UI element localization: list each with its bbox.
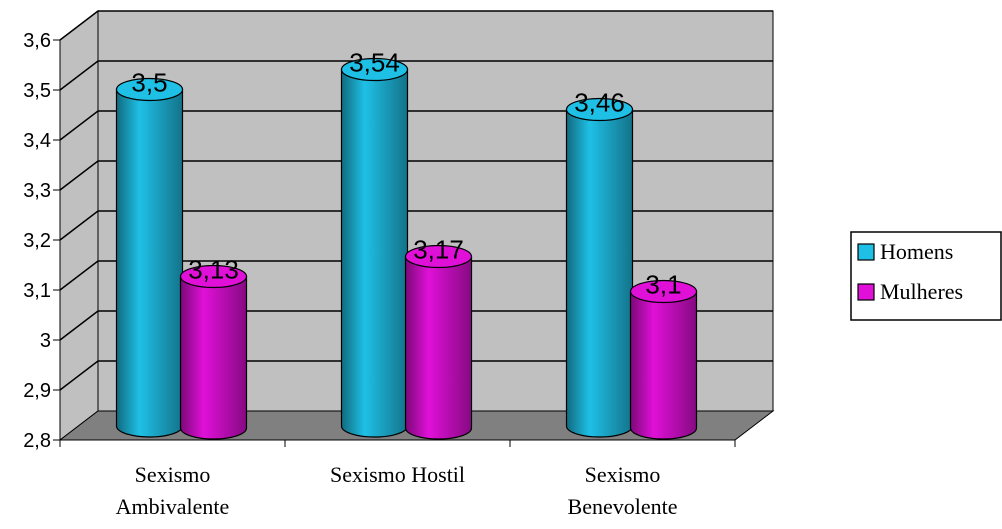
bar-homens-1 (115, 77, 184, 438)
bar-top (115, 77, 184, 102)
legend-swatch (857, 243, 875, 261)
data-labels: 3,5 3,54 3,46 3,13 3,17 3,1 (131, 48, 681, 300)
bar-homens-3 (565, 97, 634, 438)
bar-body (404, 255, 473, 440)
bar-mulheres-3 (629, 279, 698, 440)
gridline (59, 310, 773, 341)
data-label: 3,54 (349, 48, 400, 78)
gridline (59, 110, 773, 141)
bar-body (629, 290, 698, 440)
bar-top (179, 264, 248, 289)
y-tick-label: 3,1 (23, 280, 51, 302)
y-tick-label: 3,2 (23, 230, 51, 252)
bar-top (565, 97, 634, 122)
bar-body (565, 108, 634, 438)
x-tick-labels: Sexismo Ambivalente Sexismo Hostil Sexismo B… (116, 462, 678, 519)
legend: Homens Mulheres (850, 231, 1002, 321)
gridline (59, 60, 773, 91)
y-tick-label: 2,9 (23, 380, 51, 402)
bar-mulheres-2 (404, 244, 473, 440)
data-label: 3,1 (645, 270, 681, 300)
bar-top (340, 57, 409, 82)
gridline (59, 260, 773, 291)
gridline (59, 10, 773, 41)
legend-label: Homens (880, 239, 953, 264)
bar-mulheres-1 (179, 264, 248, 440)
gridline (59, 210, 773, 241)
legend-box (850, 231, 1002, 321)
bar-body (115, 88, 184, 438)
gridlines (59, 10, 773, 391)
y-tick-label: 3,5 (23, 80, 51, 102)
data-label: 3,13 (188, 255, 239, 285)
axes: 2,8 2,9 3 3,1 3,2 3,3 3,4 3,5 3,6 (23, 30, 736, 452)
data-label: 3,5 (131, 68, 167, 98)
bar-body (340, 68, 409, 438)
y-tick-label: 3 (40, 330, 51, 352)
legend-swatch (857, 283, 875, 301)
bar-body (179, 275, 248, 440)
x-tick-label: Sexismo Ambivalente (116, 462, 230, 519)
y-tick-label: 2,8 (23, 430, 51, 452)
y-tick-label: 3,6 (23, 30, 51, 52)
y-tick-label: 3,3 (23, 180, 51, 202)
data-label: 3,17 (413, 235, 464, 265)
bars (115, 57, 698, 440)
bar-homens-2 (340, 57, 409, 438)
gridline (59, 360, 773, 391)
gridline (59, 160, 773, 191)
y-tick-label: 3,4 (23, 130, 51, 152)
x-tick-label: Sexismo Benevolente (568, 462, 678, 519)
bar-top (629, 279, 698, 304)
x-tick-label: Sexismo Hostil (330, 462, 465, 487)
legend-label: Mulheres (880, 279, 963, 304)
bar-top (404, 244, 473, 269)
data-label: 3,46 (574, 88, 625, 118)
